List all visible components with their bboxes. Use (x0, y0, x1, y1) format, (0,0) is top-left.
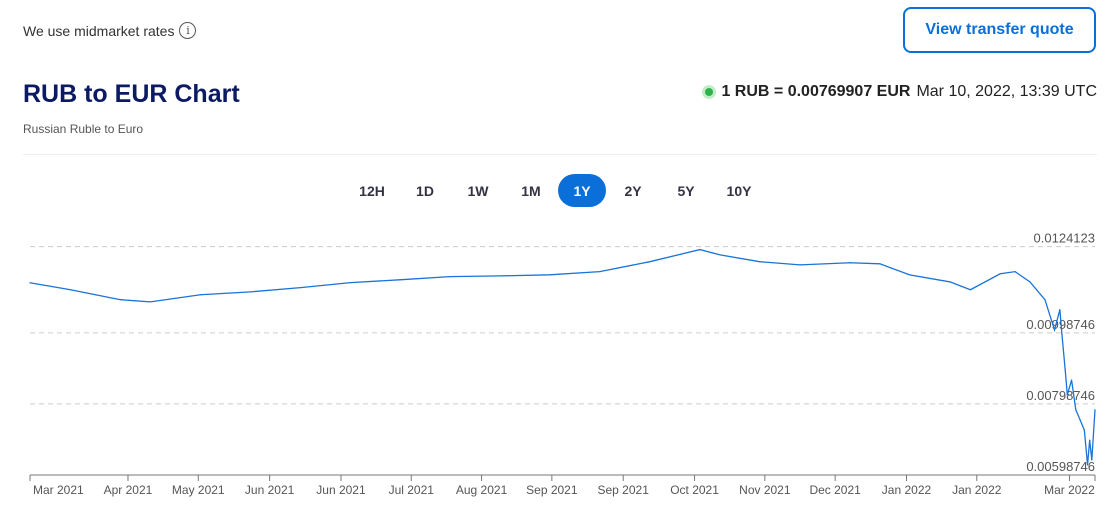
tab-1d[interactable]: 1D (399, 174, 451, 207)
data-point (1059, 309, 1061, 311)
tab-2y[interactable]: 2Y (607, 174, 659, 207)
data-point (949, 281, 951, 283)
data-point (69, 289, 72, 291)
y-tick-label: 0.0124123 (1034, 231, 1095, 246)
x-tick-label: Mar 2022 (1044, 483, 1095, 497)
x-tick-label: Jun 2021 (245, 483, 295, 497)
data-point (909, 274, 911, 276)
range-tabs: 12H 1D 1W 1M 1Y 2Y 5Y 10Y (346, 174, 766, 207)
data-point (799, 264, 801, 266)
data-point (1044, 299, 1046, 301)
data-point (549, 274, 551, 276)
x-tick-label: Oct 2021 (670, 483, 719, 497)
data-point (1091, 459, 1093, 461)
tab-1y[interactable]: 1Y (558, 174, 606, 207)
tab-1m[interactable]: 1M (505, 174, 557, 207)
data-point (1079, 419, 1081, 421)
x-tick-label: Jul 2021 (389, 483, 435, 497)
info-icon[interactable]: i (179, 22, 197, 39)
x-tick-label: Sep 2021 (526, 483, 578, 497)
tab-12h[interactable]: 12H (346, 174, 398, 207)
x-tick-label: Jan 2022 (952, 483, 1002, 497)
x-tick-label: Apr 2021 (104, 483, 153, 497)
x-tick-label: May 2021 (172, 483, 225, 497)
live-status-icon (705, 88, 714, 96)
y-tick-label: 0.00598746 (1026, 459, 1095, 474)
data-point (1094, 409, 1096, 411)
data-point (149, 301, 151, 303)
data-point (499, 275, 501, 277)
midmarket-text: We use midmarket rates (23, 22, 175, 39)
data-point (999, 273, 1001, 275)
data-point (649, 261, 651, 263)
data-point (969, 289, 971, 291)
data-point (1083, 429, 1085, 431)
data-point (299, 287, 302, 289)
data-point (199, 294, 201, 296)
divider (23, 154, 1097, 155)
data-point (1061, 334, 1063, 336)
data-point (119, 299, 122, 301)
current-rate: 1 RUB = 0.00769907 EUR Mar 10, 2022, 13:3… (705, 83, 1097, 101)
data-point (349, 282, 352, 284)
page-subtitle: Russian Ruble to Euro (23, 122, 144, 136)
data-point (1086, 464, 1089, 466)
data-point (1075, 409, 1077, 411)
rate-value: 1 RUB = 0.00769907 EUR (721, 83, 911, 100)
data-point (449, 276, 451, 278)
data-point (1014, 271, 1016, 273)
data-point (758, 261, 761, 263)
x-tick-label: Jun 2021 (316, 483, 366, 497)
data-point (699, 248, 701, 251)
view-transfer-quote-button[interactable]: View transfer quote (903, 7, 1096, 53)
midmarket-note: We use midmarket rates i (23, 22, 197, 39)
rate-line (29, 248, 1096, 466)
rate-timestamp: Mar 10, 2022, 13:39 UTC (916, 83, 1097, 100)
tab-10y[interactable]: 10Y (713, 174, 765, 207)
data-point (719, 254, 721, 256)
tab-5y[interactable]: 5Y (660, 174, 712, 207)
data-point (1064, 369, 1066, 371)
data-point (1029, 281, 1031, 283)
page-title: RUB to EUR Chart (23, 80, 240, 108)
data-point (599, 271, 601, 273)
data-point (1066, 394, 1068, 396)
data-point (1070, 379, 1073, 381)
data-point (1089, 439, 1091, 441)
data-point (398, 279, 401, 281)
x-tick-label: Nov 2021 (739, 483, 791, 497)
tab-1w[interactable]: 1W (452, 174, 504, 207)
data-point (879, 263, 881, 265)
x-tick-label: Jan 2022 (882, 483, 932, 497)
data-point (29, 282, 31, 284)
data-point (249, 291, 252, 293)
x-tick-label: Sep 2021 (598, 483, 650, 497)
data-point (1053, 329, 1056, 331)
x-tick-label: Mar 2021 (33, 483, 84, 497)
data-point (849, 262, 851, 264)
x-tick-label: Dec 2021 (809, 483, 861, 497)
y-tick-label: 0.00798746 (1026, 388, 1095, 403)
x-tick-label: Aug 2021 (456, 483, 508, 497)
